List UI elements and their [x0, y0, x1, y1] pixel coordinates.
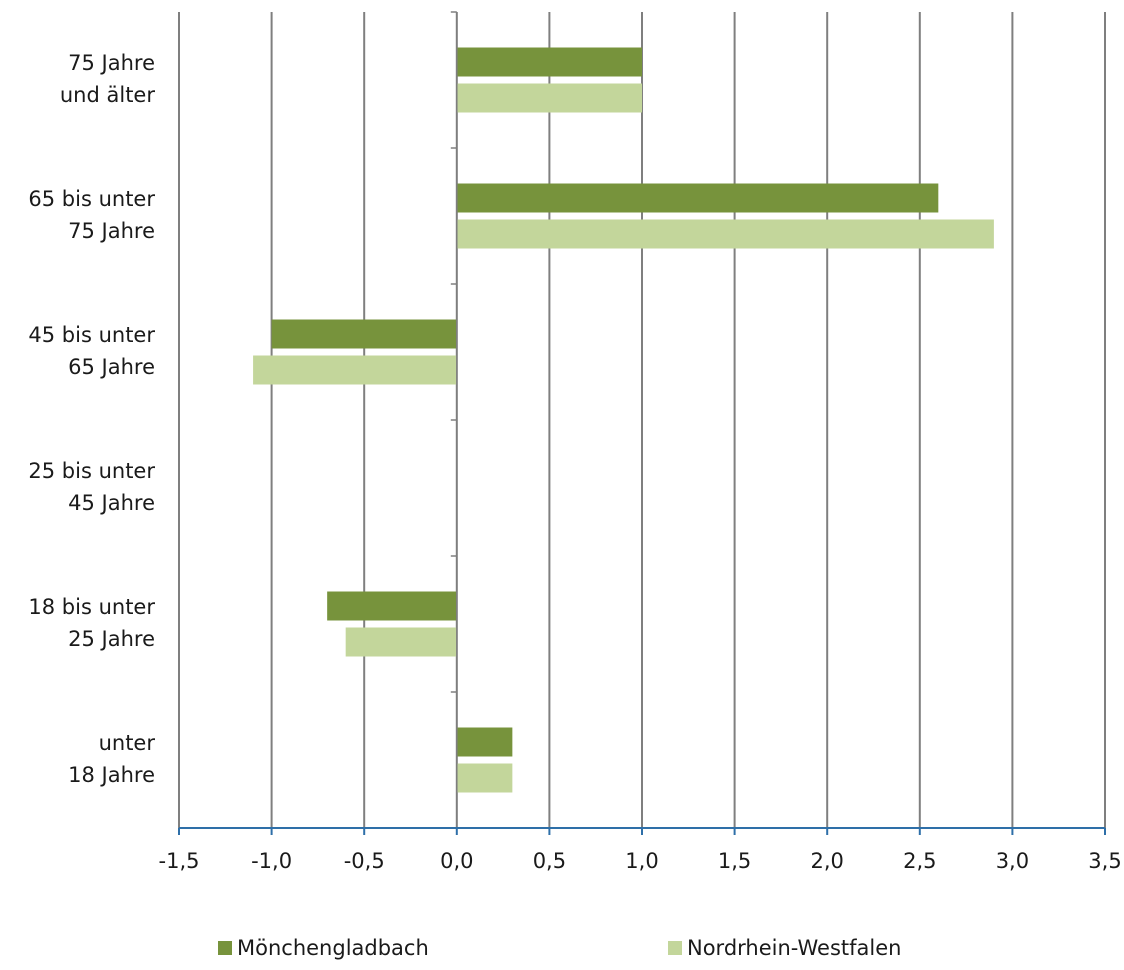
bar-chart: -1,5 -1,0 -0,5 0,0 0,5 1,0 1,5 2,0 2,5 3,0 3,5 75 … — [28, 11, 1122, 873]
category-label: unter 18 Jahre — [68, 731, 155, 787]
bar — [456, 183, 939, 213]
bar — [271, 319, 457, 349]
category-label-line: unter — [99, 731, 156, 755]
category-label: 75 Jahre und älter — [60, 51, 155, 107]
category-label-line: 18 Jahre — [68, 763, 155, 787]
category-label-line: 25 bis unter — [28, 459, 155, 483]
category-label-line: 25 Jahre — [68, 627, 155, 651]
x-tick-label: 1,5 — [718, 849, 751, 873]
x-tick-label: 2,5 — [903, 849, 936, 873]
category-label-line: 75 Jahre — [68, 219, 155, 243]
legend-label: Nordrhein-Westfalen — [687, 936, 902, 960]
legend-swatch — [668, 941, 682, 955]
legend-swatch — [218, 941, 232, 955]
category-labels: 75 Jahre und älter 65 bis unter 75 Jahre 45 … — [28, 51, 155, 787]
bar — [327, 591, 457, 621]
legend: Mönchengladbach Nordrhein-Westfalen — [0, 930, 1124, 970]
gridlines — [178, 12, 1106, 828]
category-label: 65 bis unter 75 Jahre — [28, 187, 155, 243]
category-label-line: 65 Jahre — [68, 355, 155, 379]
x-tick-label: -1,5 — [159, 849, 200, 873]
bar — [456, 83, 642, 113]
category-label: 45 bis unter 65 Jahre — [28, 323, 155, 379]
x-tick-label: 0,5 — [533, 849, 566, 873]
bar — [456, 727, 513, 757]
category-label-line: 65 bis unter — [28, 187, 155, 211]
legend-label: Mönchengladbach — [237, 936, 429, 960]
bar — [253, 355, 457, 385]
category-label-line: 75 Jahre — [68, 51, 155, 75]
x-tick-label: -0,5 — [344, 849, 385, 873]
category-label: 18 bis unter 25 Jahre — [28, 595, 155, 651]
category-label-line: 45 bis unter — [28, 323, 155, 347]
bar — [456, 763, 513, 793]
x-tick-label: -1,0 — [251, 849, 292, 873]
bar — [456, 47, 642, 77]
x-tick-label: 0,0 — [440, 849, 473, 873]
bar — [456, 219, 994, 249]
legend-item-nordrhein-westfalen: Nordrhein-Westfalen — [668, 936, 901, 960]
legend-item-moenchengladbach: Mönchengladbach — [218, 936, 429, 960]
category-label-line: und älter — [60, 83, 155, 107]
axes — [178, 11, 1106, 835]
x-tick-label: 1,0 — [625, 849, 658, 873]
category-label-line: 18 bis unter — [28, 595, 155, 619]
x-tick-label: 2,0 — [810, 849, 843, 873]
x-tick-label: 3,0 — [996, 849, 1029, 873]
bars — [253, 47, 994, 793]
x-tick-label: 3,5 — [1088, 849, 1121, 873]
category-label-line: 45 Jahre — [68, 491, 155, 515]
bar — [345, 627, 457, 657]
x-tick-labels: -1,5 -1,0 -0,5 0,0 0,5 1,0 1,5 2,0 2,5 3,0 3,5 — [159, 849, 1122, 873]
category-label: 25 bis unter 45 Jahre — [28, 459, 155, 515]
